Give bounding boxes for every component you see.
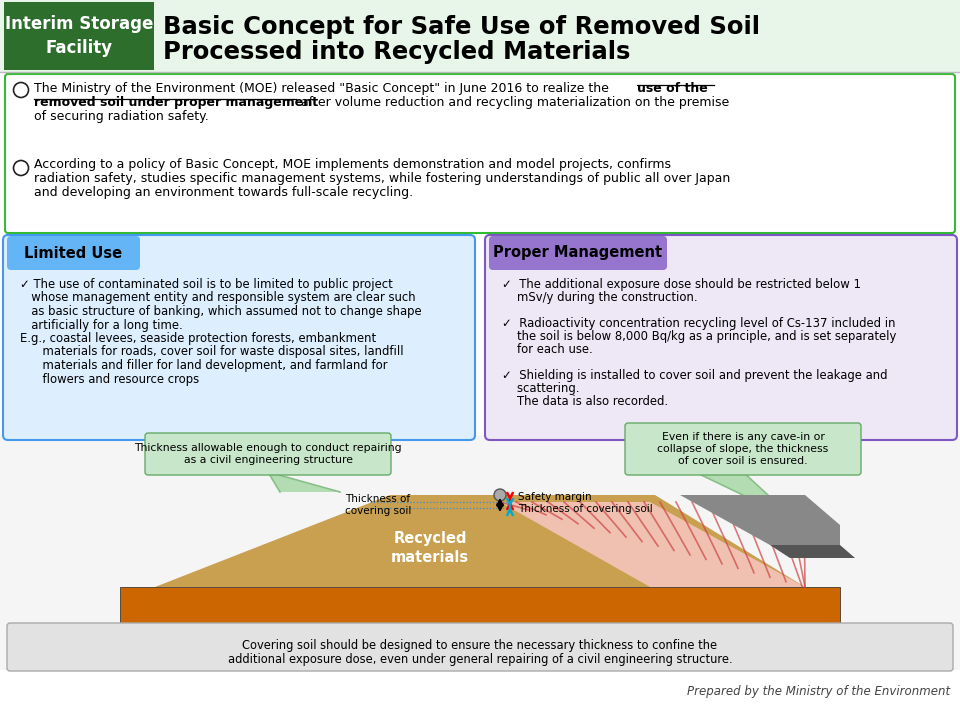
Text: additional exposure dose, even under general repairing of a civil engineering st: additional exposure dose, even under gen… <box>228 652 732 665</box>
Circle shape <box>494 489 506 501</box>
Text: Basic Concept for Safe Use of Removed Soil: Basic Concept for Safe Use of Removed So… <box>163 15 760 39</box>
Text: Interim Storage
Facility: Interim Storage Facility <box>5 15 154 57</box>
Text: radiation safety, studies specific management systems, while fostering understan: radiation safety, studies specific manag… <box>34 172 731 185</box>
Text: materials and filler for land development, and farmland for: materials and filler for land developmen… <box>20 359 388 372</box>
Text: Limited Use: Limited Use <box>24 246 122 261</box>
Text: Thickness allowable enough to conduct repairing
as a civil engineering structure: Thickness allowable enough to conduct re… <box>134 444 402 465</box>
Text: Recycled
materials: Recycled materials <box>391 531 469 564</box>
Bar <box>120 587 840 625</box>
Text: E.g., coastal levees, seaside protection forests, embankment: E.g., coastal levees, seaside protection… <box>20 332 376 345</box>
Text: Processed into Recycled Materials: Processed into Recycled Materials <box>163 40 631 64</box>
FancyBboxPatch shape <box>625 423 861 475</box>
Text: ✓  The additional exposure dose should be restricted below 1: ✓ The additional exposure dose should be… <box>502 278 861 291</box>
Text: use of the: use of the <box>637 82 708 95</box>
Text: the soil is below 8,000 Bq/kg as a principle, and is set separately: the soil is below 8,000 Bq/kg as a princ… <box>502 330 897 343</box>
Text: Even if there is any cave-in or
collapse of slope, the thickness
of cover soil i: Even if there is any cave-in or collapse… <box>658 433 828 466</box>
Circle shape <box>13 161 29 176</box>
Text: The Ministry of the Environment (MOE) released "Basic Concept" in June 2016 to r: The Ministry of the Environment (MOE) re… <box>34 82 612 95</box>
Text: scattering.: scattering. <box>502 382 580 395</box>
Text: artificially for a long time.: artificially for a long time. <box>20 318 182 331</box>
Text: ✓  Shielding is installed to cover soil and prevent the leakage and: ✓ Shielding is installed to cover soil a… <box>502 369 887 382</box>
Circle shape <box>13 83 29 97</box>
FancyBboxPatch shape <box>485 235 957 440</box>
Polygon shape <box>165 502 795 587</box>
Text: mSv/y during the construction.: mSv/y during the construction. <box>502 291 698 304</box>
Text: of securing radiation safety.: of securing radiation safety. <box>34 110 208 123</box>
Polygon shape <box>770 545 855 558</box>
Text: after volume reduction and recycling materialization on the premise: after volume reduction and recycling mat… <box>297 96 730 109</box>
Text: Thickness of covering soil: Thickness of covering soil <box>518 504 653 514</box>
Polygon shape <box>695 472 795 520</box>
Polygon shape <box>268 472 340 492</box>
Text: ✓ The use of contaminated soil is to be limited to public project: ✓ The use of contaminated soil is to be … <box>20 278 393 291</box>
FancyBboxPatch shape <box>489 236 667 270</box>
Bar <box>0 435 960 670</box>
Text: Covering soil should be designed to ensure the necessary thickness to confine th: Covering soil should be designed to ensu… <box>243 639 717 652</box>
Text: for each use.: for each use. <box>502 343 592 356</box>
Bar <box>0 0 960 72</box>
Polygon shape <box>500 502 805 587</box>
Text: removed soil under proper management: removed soil under proper management <box>34 96 318 109</box>
Text: Safety margin: Safety margin <box>518 492 591 502</box>
Text: According to a policy of Basic Concept, MOE implements demonstration and model p: According to a policy of Basic Concept, … <box>34 158 671 171</box>
FancyBboxPatch shape <box>3 235 475 440</box>
Text: whose management entity and responsible system are clear such: whose management entity and responsible … <box>20 292 416 305</box>
FancyBboxPatch shape <box>5 74 955 233</box>
Text: flowers and resource crops: flowers and resource crops <box>20 372 199 385</box>
Text: materials for roads, cover soil for waste disposal sites, landfill: materials for roads, cover soil for wast… <box>20 346 403 359</box>
Polygon shape <box>155 495 805 587</box>
Text: The data is also recorded.: The data is also recorded. <box>502 395 668 408</box>
Text: Thickness of
covering soil: Thickness of covering soil <box>345 494 411 516</box>
Text: Prepared by the Ministry of the Environment: Prepared by the Ministry of the Environm… <box>686 685 950 698</box>
Text: and developing an environment towards full-scale recycling.: and developing an environment towards fu… <box>34 186 413 199</box>
FancyBboxPatch shape <box>145 433 391 475</box>
Bar <box>4 2 154 70</box>
Text: as basic structure of banking, which assumed not to change shape: as basic structure of banking, which ass… <box>20 305 421 318</box>
Polygon shape <box>680 495 840 545</box>
Text: ✓  Radioactivity concentration recycling level of Cs-137 included in: ✓ Radioactivity concentration recycling … <box>502 317 896 330</box>
Text: Proper Management: Proper Management <box>493 246 662 261</box>
FancyBboxPatch shape <box>7 623 953 671</box>
FancyBboxPatch shape <box>7 236 140 270</box>
